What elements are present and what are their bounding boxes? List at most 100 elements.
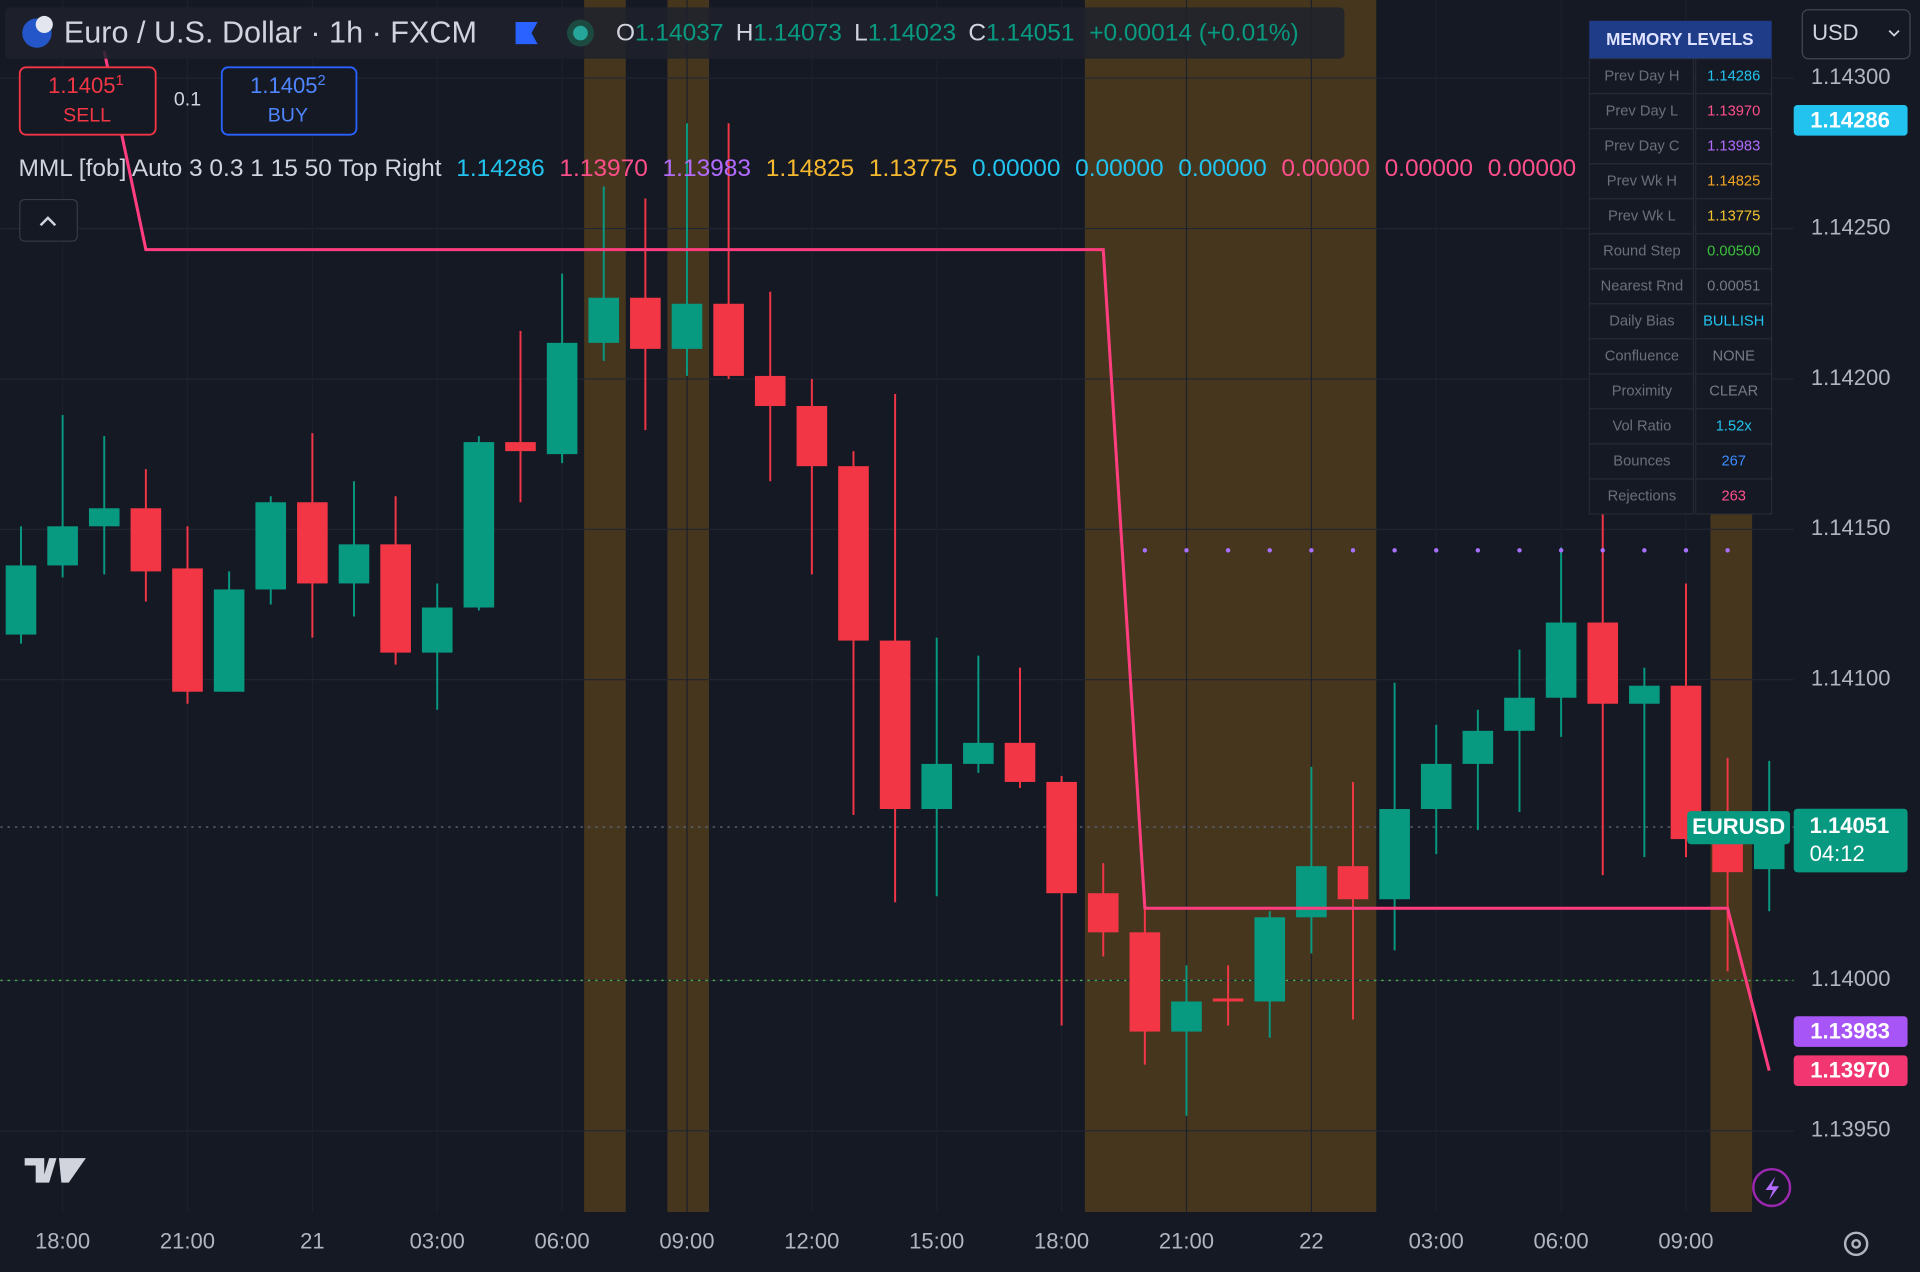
buy-pip: 2	[317, 73, 325, 89]
table-cell	[1588, 163, 1694, 200]
header-bg	[5, 7, 1345, 59]
countdown: 04:12	[1810, 841, 1865, 866]
table-label: Proximity	[1612, 384, 1673, 400]
indicator-value: 1.14286	[456, 156, 544, 183]
sell-button[interactable]	[18, 66, 157, 136]
x-tick-label: 21:00	[1159, 1228, 1214, 1253]
lightning-icon	[1765, 1176, 1780, 1200]
price-label-bg	[1793, 1055, 1908, 1086]
indicator-value: 1.13970	[559, 156, 647, 183]
buy-button[interactable]	[220, 66, 358, 136]
table-label: Prev Wk H	[1607, 173, 1677, 189]
table-value: 1.13983	[1707, 138, 1760, 154]
table-label: Prev Day C	[1604, 138, 1679, 154]
table-cell	[1695, 478, 1773, 515]
table-value: 1.14286	[1707, 68, 1760, 84]
x-tick-label: 03:00	[410, 1228, 465, 1253]
ohlc-change: +0.00014 (+0.01%)	[1089, 20, 1299, 47]
session-band	[667, 0, 710, 1213]
x-tick-label: 22	[1299, 1228, 1324, 1253]
ohlc-key: H	[736, 20, 754, 47]
levels	[0, 826, 1794, 982]
table-cell	[1695, 93, 1773, 130]
candle-body	[421, 607, 453, 653]
table-cell	[1695, 373, 1773, 410]
x-tick-label: 21	[300, 1228, 325, 1253]
y-tick-label: 1.14300	[1811, 64, 1891, 89]
settings-icon	[1851, 1238, 1862, 1249]
table-cell	[1588, 443, 1694, 480]
indicator-legend: MML [fob] Auto 3 0.3 1 15 50 Top Right 1.…	[19, 156, 1577, 183]
table-cell	[1695, 303, 1773, 340]
indicator-value: 0.00000	[1178, 156, 1266, 183]
ohlc-key: C	[968, 20, 986, 47]
buy-label: BUY	[268, 104, 308, 126]
level-dot	[1142, 548, 1148, 553]
table-value: BULLISH	[1703, 313, 1764, 329]
ohlc-key: O	[616, 20, 635, 47]
last-price: 1.14051	[1810, 813, 1890, 838]
symbol-tag-bg	[1687, 811, 1791, 845]
level-dot	[1642, 548, 1647, 553]
flag-icon[interactable]	[515, 22, 538, 45]
table-label: Confluence	[1605, 349, 1679, 365]
table-value: NONE	[1713, 349, 1756, 365]
indicator-value: 0.00000	[1075, 156, 1163, 183]
candle-body	[879, 640, 911, 810]
x-tick-label: 21:00	[160, 1228, 215, 1253]
table-cell	[1588, 233, 1694, 270]
currency-select[interactable]	[1801, 9, 1911, 60]
last-price-bg	[1793, 808, 1908, 873]
candle-body	[1420, 763, 1452, 810]
settings-button[interactable]	[1843, 1231, 1869, 1257]
overlay	[102, 50, 1771, 1072]
table-cell	[1588, 373, 1694, 410]
indicator-value: 1.14825	[766, 156, 854, 183]
candle-body	[1587, 622, 1619, 704]
symbol-tag: EURUSD	[1692, 814, 1785, 839]
table-cell	[1588, 338, 1694, 375]
table-cell	[1695, 163, 1773, 200]
collapse-icon	[39, 216, 57, 227]
logo[interactable]	[24, 1158, 86, 1183]
x-tick-label: 06:00	[1534, 1228, 1589, 1253]
lightning-button[interactable]	[1752, 1167, 1792, 1208]
table-value: 1.52x	[1716, 419, 1753, 435]
candle-body	[5, 565, 37, 635]
ohlc-value: 1.14073	[753, 20, 841, 47]
symbol-title[interactable]: Euro / U.S. Dollar · 1h · FXCM	[64, 15, 477, 49]
table-value: 263	[1721, 489, 1746, 505]
table-cell	[1588, 303, 1694, 340]
level-dot	[1392, 548, 1397, 553]
ohlc-value: 1.14023	[868, 20, 956, 47]
table-cell	[1695, 408, 1773, 445]
table-value: 0.00051	[1707, 278, 1760, 294]
level-dot	[1683, 548, 1689, 553]
market-status	[573, 25, 588, 41]
buy-price: 1.1405	[250, 73, 317, 98]
ohlc-key: L	[854, 20, 868, 47]
indicator-value: 0.00000	[1385, 156, 1473, 183]
indicator-value: 0.00000	[972, 156, 1060, 183]
quantity[interactable]: 0.1	[174, 89, 201, 111]
price-label: 1.14286	[1810, 107, 1890, 132]
candle-body	[1004, 742, 1036, 782]
candle-body	[630, 297, 661, 349]
level-dot	[1434, 548, 1439, 553]
x-tick-label: 18:00	[1034, 1228, 1089, 1253]
candle-body	[1337, 866, 1369, 900]
indicator-value: 1.13775	[869, 156, 957, 183]
table-label: Bounces	[1613, 454, 1670, 470]
candle-body	[1212, 998, 1244, 1002]
candle-body	[713, 303, 744, 376]
currency-chevron	[1888, 29, 1900, 37]
candle-body	[546, 342, 578, 455]
sell-price: 1.14051	[48, 73, 124, 98]
price-label: 1.13970	[1810, 1058, 1890, 1083]
level-dot	[1225, 548, 1231, 553]
y-tick-label: 1.14250	[1811, 214, 1891, 239]
candle-body	[213, 589, 245, 692]
table-cell	[1588, 58, 1694, 95]
level-dot	[1725, 548, 1730, 553]
collapse-button[interactable]	[19, 198, 78, 242]
